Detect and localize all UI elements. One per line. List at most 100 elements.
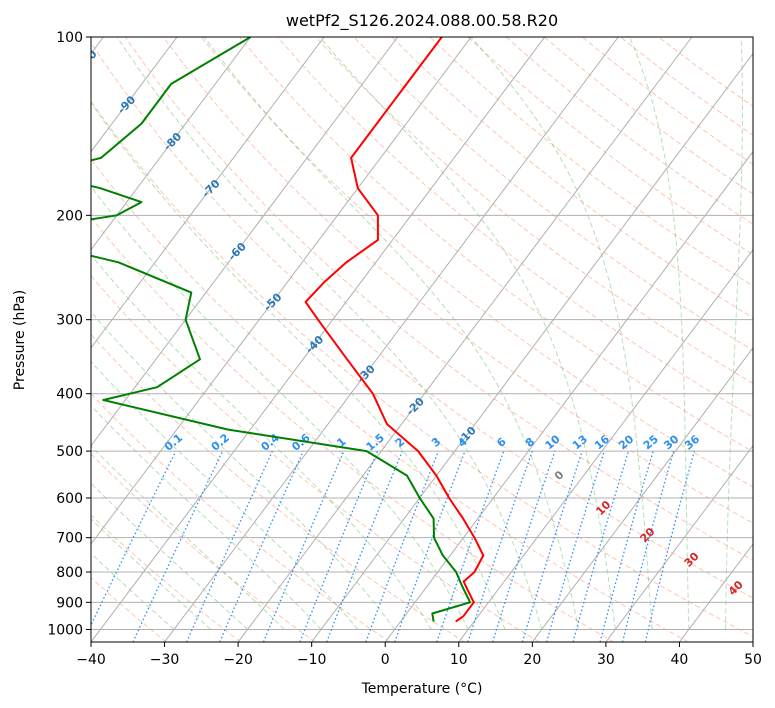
isotherm-line <box>91 37 399 447</box>
dry-adiabat <box>91 453 316 642</box>
dry-adiabat <box>391 37 753 319</box>
moist-adiabat <box>91 518 212 630</box>
isotherm-grid <box>91 37 753 642</box>
dry-adiabat <box>658 37 753 107</box>
y-tick-label: 600 <box>56 491 83 507</box>
moist-adiabat-label: 0 <box>552 468 567 483</box>
isotherm-label: -60 <box>226 240 249 263</box>
dry-adiabat <box>91 158 689 642</box>
mixing-ratio-line <box>436 450 505 642</box>
mixing-ratio-lines <box>91 450 696 642</box>
mixing-ratio-label: 13 <box>570 432 590 452</box>
mixing-ratio-label: 30 <box>661 432 681 452</box>
temperature-profile <box>304 37 485 623</box>
moist-adiabat <box>725 37 743 630</box>
isotherm-line <box>91 37 325 349</box>
isotherm-label: -50 <box>261 290 284 313</box>
moist-adiabat <box>91 253 432 630</box>
mixing-ratio-line <box>572 450 630 642</box>
y-tick-label: 700 <box>56 531 83 547</box>
dry-adiabat <box>543 37 753 195</box>
y-tick-label: 200 <box>56 208 83 224</box>
isotherm-line <box>311 52 753 642</box>
dry-adiabat <box>239 37 753 453</box>
dry-adiabat <box>91 393 391 642</box>
isotherm-label: -80 <box>161 130 184 153</box>
mixing-ratio-line <box>186 450 274 642</box>
moist-adiabat <box>91 404 322 630</box>
moist-adiabat <box>203 37 579 630</box>
isotherm-label: -40 <box>303 333 326 356</box>
dry-adiabat <box>201 37 753 488</box>
dewpoint-profile <box>91 37 472 622</box>
y-tick-label: 300 <box>56 313 83 329</box>
mixing-ratio-line <box>326 450 403 642</box>
mixing-ratio-line <box>545 450 605 642</box>
mixing-ratio-label: 16 <box>592 432 612 452</box>
isotherm-label: -70 <box>199 177 222 200</box>
moist-adiabat-label: 40 <box>726 578 746 598</box>
isotherm-line <box>164 37 619 642</box>
isotherm-line <box>458 248 753 642</box>
mixing-ratio-label: 10 <box>543 432 563 452</box>
moist-adiabat <box>91 360 359 630</box>
mixing-ratio-label: 0.1 <box>162 431 185 453</box>
x-tick-label: −30 <box>150 652 180 668</box>
pressure-grid <box>91 37 753 630</box>
mixing-ratio-line <box>365 450 440 642</box>
moist-adiabat-label: 30 <box>682 550 702 570</box>
dry-adiabat <box>91 274 540 642</box>
dry-adiabat <box>91 100 753 638</box>
plot-frame <box>90 36 754 643</box>
x-tick-label: −20 <box>223 652 253 668</box>
mixing-ratio-line <box>521 450 583 642</box>
dry-adiabat <box>467 37 753 256</box>
isotherm-label: -90 <box>115 93 138 116</box>
mixing-ratio-line <box>219 450 304 642</box>
mixing-ratio-line <box>644 450 696 642</box>
moist-adiabat <box>319 37 616 630</box>
mixing-ratio-line <box>467 450 533 642</box>
mixing-ratio-line <box>492 450 556 642</box>
isotherm-line <box>91 37 472 545</box>
mixing-ratio-label: 25 <box>641 433 661 453</box>
dry-adiabat <box>91 576 167 642</box>
y-tick-label: 800 <box>56 565 83 581</box>
isotherm-line <box>91 37 178 153</box>
mixing-ratio-line <box>262 450 345 642</box>
x-tick-label: 30 <box>597 652 615 668</box>
isotherm-label: -100 <box>71 47 100 76</box>
isotherm-line <box>752 641 753 642</box>
y-axis-ticks: 100 200 300 400 500 600 700 800 900 1000 <box>47 30 91 638</box>
isotherm-line <box>531 346 753 642</box>
mixing-ratio-label: 2 <box>393 435 407 450</box>
y-axis-label: Pressure (hPa) <box>12 290 28 390</box>
moist-adiabat <box>116 37 543 630</box>
x-tick-label: 20 <box>523 652 541 668</box>
dry-adiabat <box>124 37 753 561</box>
x-axis-label: Temperature (°C) <box>361 681 483 697</box>
y-tick-label: 900 <box>56 595 83 611</box>
moist-adiabat <box>91 311 395 630</box>
mixing-ratio-label: 3 <box>429 435 443 450</box>
mixing-ratio-label: 0.2 <box>209 431 232 453</box>
x-tick-label: 10 <box>450 652 468 668</box>
mixing-ratio-line <box>394 450 466 642</box>
isotherm-line <box>237 37 693 642</box>
dry-adiabat <box>91 216 614 642</box>
mixing-ratio-label: 20 <box>616 432 636 452</box>
y-tick-label: 400 <box>56 387 83 403</box>
moist-adiabat <box>629 37 690 630</box>
dry-adiabat <box>91 514 242 642</box>
x-axis-ticks: −40 −30 −20 −10 0 10 20 30 40 50 <box>76 642 762 668</box>
mixing-ratio-line <box>299 450 379 642</box>
mixing-ratio-line <box>91 450 177 627</box>
isotherm-line <box>384 150 753 642</box>
x-tick-label: −40 <box>76 652 106 668</box>
mixing-ratio-line <box>621 450 675 642</box>
moist-adiabat <box>470 37 653 630</box>
isotherm-line <box>605 445 753 642</box>
moist-adiabat <box>91 482 248 630</box>
chart-title: wetPf2_S126.2024.088.00.58.R20 <box>286 11 558 31</box>
